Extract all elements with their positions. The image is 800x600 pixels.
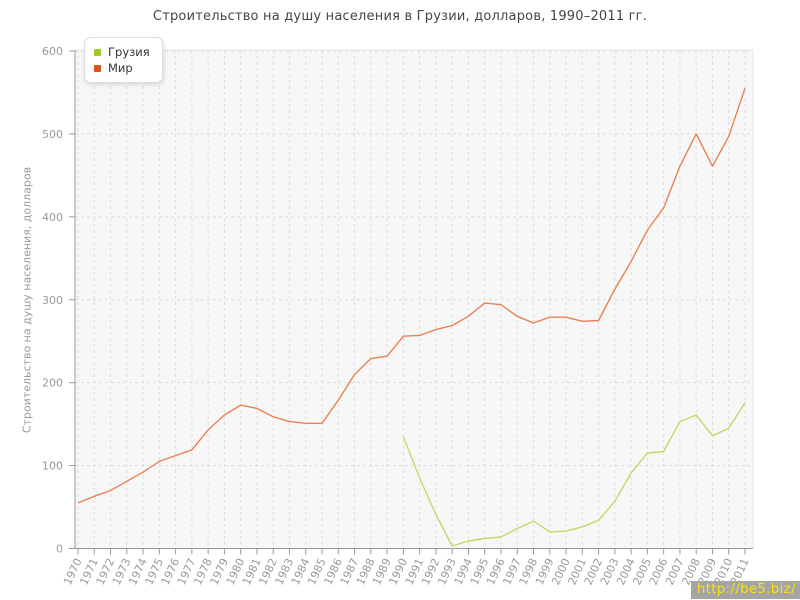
y-tick-label: 600 — [42, 45, 63, 58]
legend-item-georgia: Грузия — [94, 45, 150, 59]
world-swatch-icon — [94, 64, 101, 72]
legend-item-world: Мир — [94, 61, 150, 75]
y-tick-label: 300 — [42, 294, 63, 307]
series-line-georgia — [402, 402, 746, 547]
chart-title: Строительство на душу населения в Грузии… — [152, 9, 648, 24]
legend: Грузия Мир — [84, 37, 163, 83]
y-tick-label: 200 — [42, 377, 63, 390]
y-axis-title: Строительство на душу населения, долларо… — [20, 166, 34, 434]
y-tick-label: 100 — [42, 460, 63, 473]
legend-label-georgia: Грузия — [108, 45, 150, 59]
series-line-world — [77, 88, 746, 504]
legend-label-world: Мир — [108, 61, 133, 75]
y-tick-label: 500 — [42, 128, 63, 141]
georgia-swatch-icon — [94, 48, 101, 56]
y-tick-label: 0 — [56, 543, 63, 556]
y-tick-label: 400 — [42, 211, 63, 224]
watermark-link[interactable]: http://be5.biz/ — [690, 581, 800, 599]
